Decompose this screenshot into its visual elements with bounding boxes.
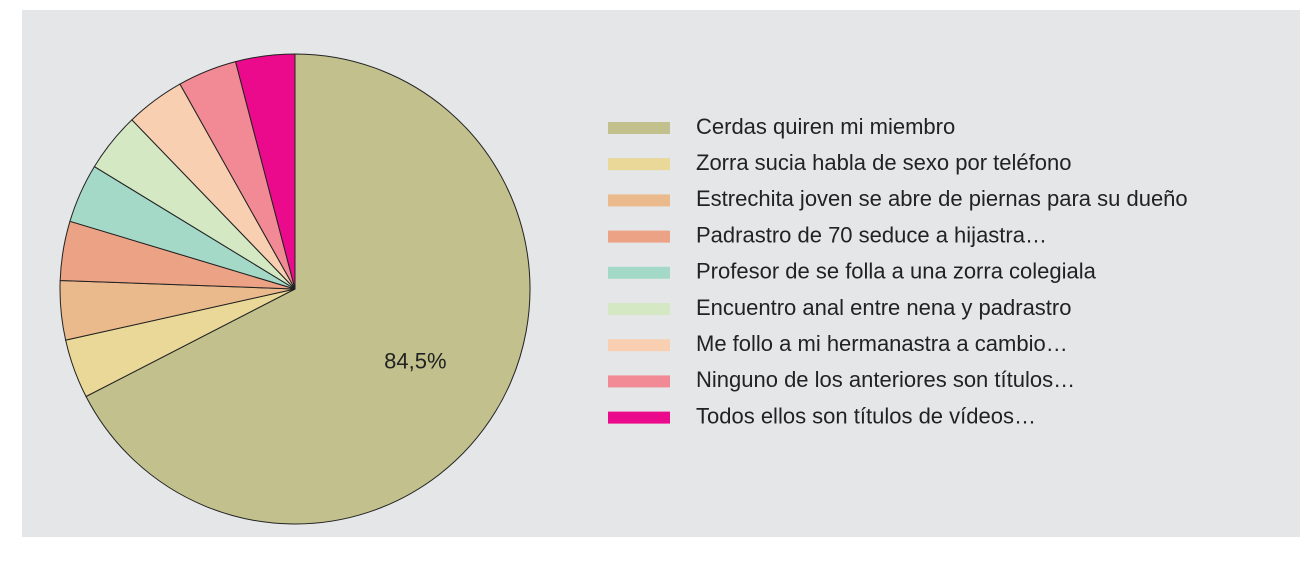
legend-label: Padrastro de 70 seduce a hijastra… <box>696 222 1047 247</box>
pie-slice <box>85 53 531 525</box>
legend-label: Cerdas quiren mi miembro <box>696 114 955 139</box>
legend-swatch <box>608 194 670 207</box>
legend-swatch <box>608 303 670 315</box>
legend-swatch <box>608 122 670 134</box>
legend-label: Todos ellos son títulos de vídeos… <box>696 403 1036 428</box>
legend-swatch <box>608 339 670 352</box>
legend-label: Encuentro anal entre nena y padrastro <box>696 295 1071 320</box>
legend-label: Ninguno de los anteriores son títulos… <box>696 367 1075 392</box>
legend-label: Me follo a mi hermanastra a cambio… <box>696 331 1068 356</box>
legend-swatch <box>608 230 670 243</box>
legend-swatch <box>608 158 670 171</box>
pie-slice <box>234 53 296 290</box>
legend-label: Estrechita joven se abre de piernas para… <box>696 186 1188 211</box>
legend-label: Zorra sucia habla de sexo por teléfono <box>696 150 1071 175</box>
legend-label: Profesor de se folla a una zorra colegia… <box>696 259 1097 284</box>
slice-label: 84,5% <box>384 348 446 373</box>
legend-swatch <box>608 266 670 279</box>
legend-swatch <box>608 375 670 388</box>
legend-swatch <box>608 411 670 424</box>
